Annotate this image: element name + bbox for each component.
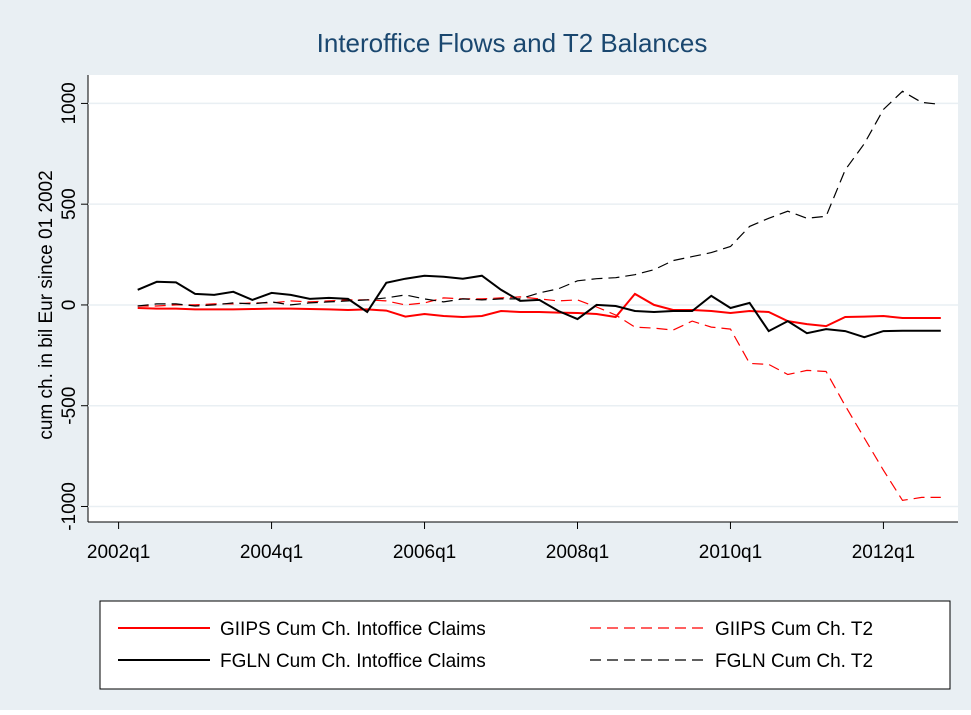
legend [99, 600, 951, 690]
series-line [137, 274, 941, 339]
legend-label: FGLN Cum Ch. T2 [715, 651, 873, 672]
series-line [137, 296, 941, 502]
y-tick-label: 1000 [59, 82, 80, 124]
x-tick-label: 2008q1 [546, 542, 609, 563]
series-line [137, 292, 941, 328]
legend-label: FGLN Cum Ch. Intoffice Claims [220, 651, 486, 672]
x-tick-label: 2002q1 [87, 542, 150, 563]
plot-area [88, 75, 958, 522]
legend-label: GIIPS Cum Ch. Intoffice Claims [220, 619, 486, 640]
y-tick-label: 0 [59, 300, 80, 311]
legend-label: GIIPS Cum Ch. T2 [715, 619, 873, 640]
x-tick-label: 2010q1 [699, 542, 762, 563]
chart-title: Interoffice Flows and T2 Balances [317, 28, 708, 58]
y-tick-label: -500 [59, 387, 80, 425]
x-tick-label: 2004q1 [240, 542, 303, 563]
x-tick-label: 2006q1 [393, 542, 456, 563]
y-tick-label: -1000 [59, 482, 80, 531]
y-tick-label: 500 [59, 188, 80, 220]
y-axis-label: cum ch. in bil Eur since 01 2002 [36, 170, 57, 439]
x-tick-label: 2012q1 [852, 542, 915, 563]
